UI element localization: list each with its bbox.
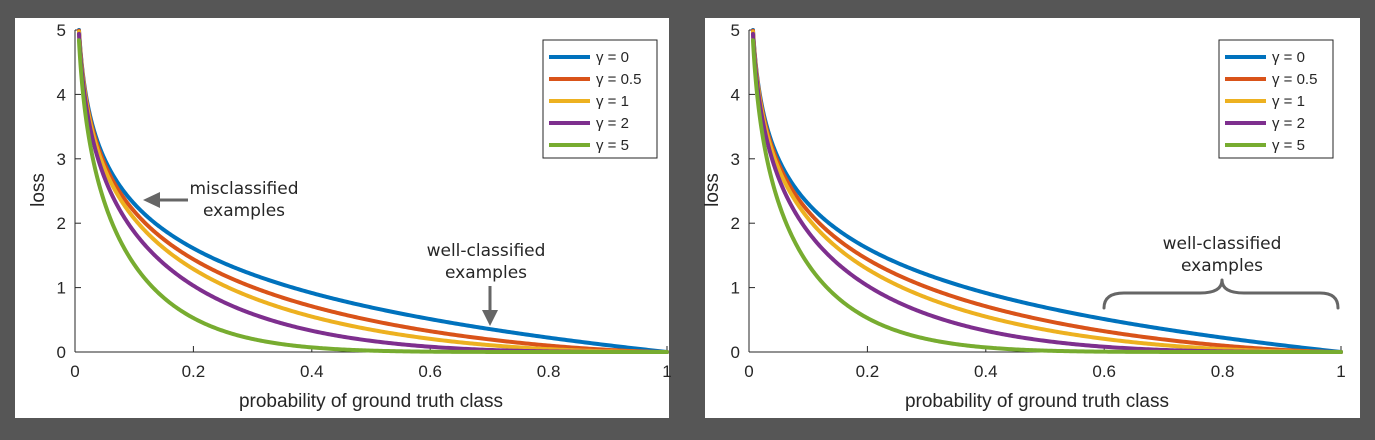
- annotation-misclassified-line1: misclassified: [189, 179, 298, 199]
- series-group-right: [750, 28, 1343, 354]
- series-line-left-gamma-0: [76, 28, 669, 354]
- x-tick-label-right-0: 0: [744, 362, 753, 381]
- x-tick-label-left-3: 0.6: [418, 362, 442, 381]
- annotation-wellclassified-arrowhead-left: [482, 310, 498, 326]
- annotation-brace-right: [1102, 278, 1340, 310]
- legend-label-left-3: γ = 2: [596, 115, 629, 132]
- annotation-misclassified-arrowhead: [143, 192, 160, 208]
- series-line-right-gamma-0_5: [750, 28, 1343, 354]
- annotation-wellclassified-line1-left: well-classified: [427, 241, 546, 261]
- x-tick-label-left-4: 0.8: [537, 362, 561, 381]
- chart-left: 0 1 2 3 4 5 0 0.2 0.4 0.6 0.8 1 probabil…: [15, 18, 672, 418]
- x-tick-label-right-3: 0.6: [1092, 362, 1116, 381]
- series-line-left-gamma-1: [76, 29, 669, 354]
- y-tick-label-left-2: 2: [57, 214, 66, 233]
- y-tick-label-left-1: 1: [57, 279, 66, 298]
- y-tick-label-left-4: 4: [57, 85, 66, 104]
- chart-right: 0 1 2 3 4 5 0 0.2 0.4 0.6 0.8 1 probabil…: [702, 18, 1360, 418]
- y-tick-label-left-5: 5: [57, 21, 66, 40]
- x-tick-label-right-5: 1: [1336, 362, 1345, 381]
- legend-label-right-0: γ = 0: [1272, 49, 1305, 66]
- y-tick-label-left-0: 0: [57, 343, 66, 362]
- annotation-wellclassified-line2-right: examples: [1181, 256, 1263, 276]
- legend-label-left-1: γ = 0.5: [596, 71, 641, 88]
- annotation-misclassified-line2: examples: [203, 201, 285, 221]
- legend-label-right-2: γ = 1: [1272, 93, 1305, 110]
- legend-label-left-2: γ = 1: [596, 93, 629, 110]
- legend-label-left-0: γ = 0: [596, 49, 629, 66]
- legend-label-right-1: γ = 0.5: [1272, 71, 1317, 88]
- series-line-left-gamma-5: [76, 38, 669, 354]
- x-tick-label-right-1: 0.2: [856, 362, 880, 381]
- y-tick-label-right-3: 3: [731, 150, 740, 169]
- y-tick-label-left-3: 3: [57, 150, 66, 169]
- y-axis-label-left: loss: [28, 173, 49, 207]
- y-tick-label-right-1: 1: [731, 279, 740, 298]
- y-tick-label-right-2: 2: [731, 214, 740, 233]
- series-line-left-gamma-0_5: [76, 28, 669, 354]
- series-group-left: [76, 28, 669, 354]
- x-tick-label-left-1: 0.2: [182, 362, 206, 381]
- series-line-right-gamma-5: [750, 38, 1343, 354]
- annotation-wellclassified-line1-right: well-classified: [1163, 234, 1282, 254]
- annotation-wellclassified-line2-left: examples: [445, 263, 527, 283]
- legend-label-left-4: γ = 5: [596, 137, 629, 154]
- legend-label-right-3: γ = 2: [1272, 115, 1305, 132]
- x-tick-label-left-5: 1: [662, 362, 671, 381]
- x-tick-label-left-0: 0: [70, 362, 79, 381]
- x-tick-label-right-4: 0.8: [1211, 362, 1235, 381]
- x-axis-label-left: probability of ground truth class: [239, 391, 503, 412]
- y-tick-label-right-5: 5: [731, 21, 740, 40]
- series-line-right-gamma-1: [750, 29, 1343, 354]
- x-tick-label-left-2: 0.4: [300, 362, 324, 381]
- x-tick-label-right-2: 0.4: [974, 362, 998, 381]
- y-axis-label-right: loss: [702, 173, 723, 207]
- series-line-right-gamma-0: [750, 28, 1343, 354]
- x-axis-label-right: probability of ground truth class: [905, 391, 1169, 412]
- y-tick-label-right-4: 4: [731, 85, 740, 104]
- legend-label-right-4: γ = 5: [1272, 137, 1305, 154]
- y-tick-label-right-0: 0: [731, 343, 740, 362]
